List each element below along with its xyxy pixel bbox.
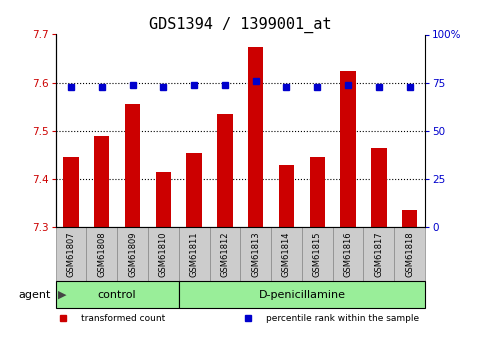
Text: GSM61814: GSM61814 [282,231,291,277]
Bar [302,227,333,281]
Bar [271,227,302,281]
Text: GSM61807: GSM61807 [67,231,75,277]
Bar [156,172,171,227]
Text: GSM61812: GSM61812 [220,231,229,277]
Bar [279,165,294,227]
Bar [148,227,179,281]
Bar [86,227,117,281]
Bar [117,227,148,281]
Bar [56,227,86,281]
Bar [94,136,110,227]
Bar [402,210,417,227]
Bar [125,104,140,227]
Text: ▶: ▶ [58,289,67,299]
Text: GSM61818: GSM61818 [405,231,414,277]
Bar [371,148,386,227]
Text: GSM61810: GSM61810 [159,231,168,277]
Text: GSM61813: GSM61813 [251,231,260,277]
Bar [179,281,425,308]
Bar [217,114,233,227]
Text: GSM61811: GSM61811 [190,231,199,277]
Bar [333,227,364,281]
Text: percentile rank within the sample: percentile rank within the sample [266,314,419,323]
Text: GSM61817: GSM61817 [374,231,384,277]
Bar [179,227,210,281]
Text: GSM61815: GSM61815 [313,231,322,277]
Bar [240,227,271,281]
Bar [341,71,356,227]
Bar [56,281,179,308]
Text: control: control [98,289,136,299]
Text: agent: agent [18,289,51,299]
Bar [310,157,325,227]
Text: GSM61816: GSM61816 [343,231,353,277]
Bar [394,227,425,281]
Bar [186,152,202,227]
Text: D-penicillamine: D-penicillamine [258,289,345,299]
Bar [63,157,79,227]
Bar [248,47,263,227]
Text: transformed count: transformed count [82,314,166,323]
Text: GSM61809: GSM61809 [128,231,137,277]
Title: GDS1394 / 1399001_at: GDS1394 / 1399001_at [149,17,331,33]
Bar [364,227,394,281]
Text: GSM61808: GSM61808 [97,231,106,277]
Bar [210,227,240,281]
